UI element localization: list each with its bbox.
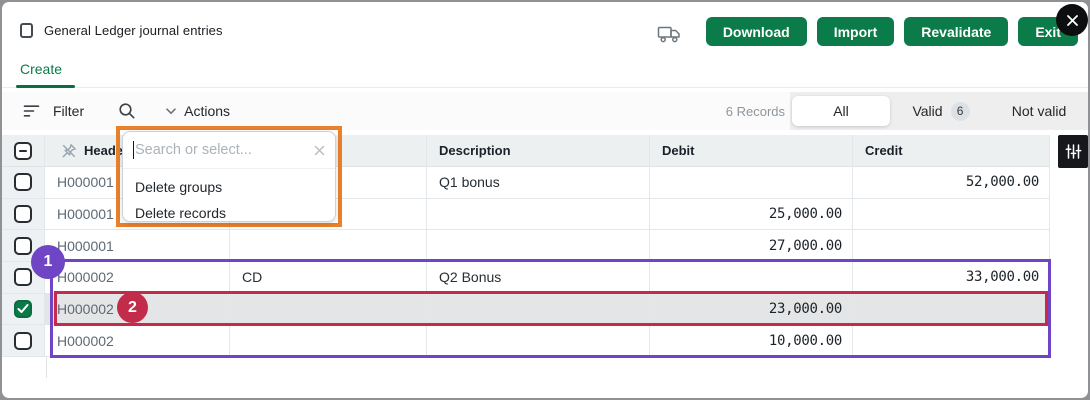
close-icon[interactable] (1056, 4, 1088, 36)
cell-type (230, 293, 427, 326)
segment-valid[interactable]: Valid 6 (892, 92, 990, 130)
actions-dropdown: Delete groups Delete records (122, 131, 336, 222)
cell-description (427, 230, 650, 263)
cell-credit (853, 198, 1050, 231)
cell-credit: 52,000.00 (853, 167, 1050, 199)
cell-credit (853, 293, 1050, 326)
cell-description: Q2 Bonus (427, 262, 650, 294)
action-buttons: Download Import Revalidate Exit (705, 17, 1078, 46)
cell-description (427, 325, 650, 358)
tab-create[interactable]: Create (20, 61, 63, 77)
select-all-checkbox[interactable] (14, 141, 32, 160)
active-tab-underline (16, 85, 75, 88)
row-checkbox[interactable] (14, 236, 32, 255)
column-settings-button[interactable] (1058, 135, 1088, 168)
column-header-description: Description (427, 135, 650, 167)
cell-credit (853, 230, 1050, 263)
title-group: General Ledger journal entries (20, 23, 223, 38)
clear-search-icon[interactable] (314, 145, 325, 156)
cell-type: CD (230, 262, 427, 294)
tab-bar: Create (2, 55, 1088, 88)
table-row[interactable]: H000002 10,000.00 (2, 325, 1050, 358)
menu-item-delete-groups[interactable]: Delete groups (135, 179, 223, 195)
annotation-step-1-badge: 1 (31, 245, 65, 279)
row-checkbox[interactable] (14, 205, 32, 224)
cell-type (230, 325, 427, 358)
segment-valid-label: Valid (912, 103, 943, 119)
annotation-step-2-badge: 2 (117, 292, 148, 323)
download-button[interactable]: Download (705, 17, 807, 46)
filter-icon[interactable] (18, 99, 44, 123)
check-icon (17, 304, 29, 314)
table-row-selected[interactable]: H000002 23,000.00 (2, 293, 1050, 326)
table-row[interactable]: H000002 CD Q2 Bonus 33,000.00 (2, 262, 1050, 294)
cell-debit: 25,000.00 (650, 198, 853, 231)
records-count: 6 Records (725, 103, 785, 119)
cell-header-id: H000001 (45, 230, 230, 263)
filter-label[interactable]: Filter (53, 103, 85, 119)
row-checkbox-checked[interactable] (14, 300, 32, 319)
row-checkbox[interactable] (14, 331, 32, 350)
dropdown-items: Delete groups Delete records (123, 169, 335, 226)
unpin-icon[interactable] (61, 143, 77, 159)
page-title: General Ledger journal entries (44, 23, 223, 38)
chevron-down-icon (166, 107, 176, 114)
actions-label: Actions (184, 103, 231, 119)
dropdown-search-row (123, 132, 335, 169)
row-checkbox[interactable] (14, 173, 32, 192)
cell-debit: 27,000.00 (650, 230, 853, 263)
table-row[interactable]: H000001 27,000.00 (2, 230, 1050, 263)
cell-debit: 10,000.00 (650, 325, 853, 358)
cell-type (230, 230, 427, 263)
cell-debit: 23,000.00 (650, 293, 853, 326)
toolbar-left: Filter Actions (18, 92, 230, 130)
column-header-debit: Debit (650, 135, 853, 167)
cell-description (427, 198, 650, 231)
row-checkbox[interactable] (14, 268, 32, 287)
truck-icon[interactable] (656, 22, 682, 46)
title-bar: General Ledger journal entries (2, 2, 1088, 55)
cell-description: Q1 bonus (427, 167, 650, 199)
checkbox-column-guide (46, 357, 47, 378)
validity-segmented-control: All Valid 6 Not valid (790, 92, 1088, 130)
cell-header-id: H000002 (45, 262, 230, 294)
cell-description (427, 293, 650, 326)
dropdown-search-input[interactable] (135, 142, 314, 158)
column-header-credit: Credit (853, 135, 1050, 167)
cell-credit: 33,000.00 (853, 262, 1050, 294)
cell-header-id: H000002 (45, 325, 230, 358)
cell-type (230, 198, 427, 231)
toolbar: Filter Actions 6 Records All Valid 6 (2, 92, 1088, 130)
cell-debit (650, 262, 853, 294)
segment-all[interactable]: All (792, 96, 890, 126)
search-icon[interactable] (114, 99, 140, 123)
segment-not-valid[interactable]: Not valid (1011, 103, 1067, 119)
actions-menu-button[interactable]: Actions (166, 103, 230, 119)
column-sliders-icon (1065, 144, 1081, 159)
import-button[interactable]: Import (816, 17, 895, 46)
menu-item-delete-records[interactable]: Delete records (135, 205, 227, 221)
revalidate-button[interactable]: Revalidate (904, 17, 1009, 46)
cell-credit (853, 325, 1050, 358)
valid-count-badge: 6 (950, 101, 970, 121)
cell-debit (650, 167, 853, 199)
app-icon (20, 23, 33, 38)
text-caret (133, 141, 134, 159)
